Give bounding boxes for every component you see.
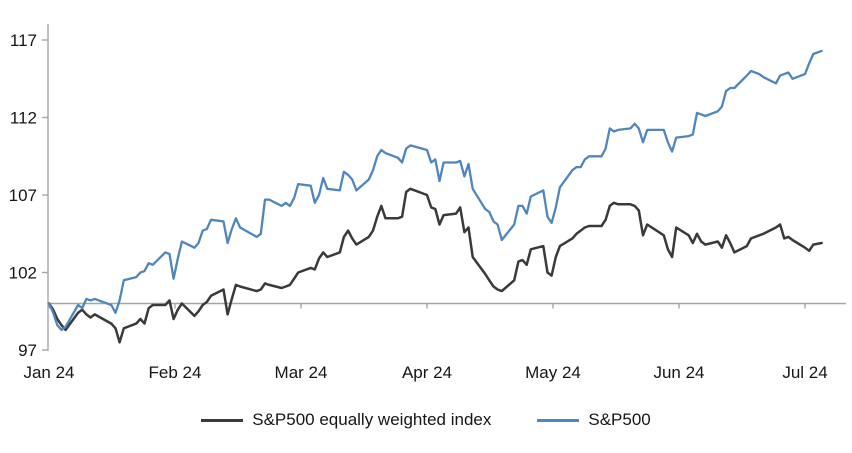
- x-tick-label: May 24: [525, 363, 581, 382]
- y-tick-label: 107: [9, 186, 37, 205]
- y-tick-label: 117: [10, 31, 37, 50]
- legend-label-sp500: S&P500: [588, 410, 651, 429]
- x-tick-label: Jan 24: [23, 363, 74, 382]
- x-tick-label: Feb 24: [149, 363, 202, 382]
- x-tick-label: Jun 24: [653, 363, 704, 382]
- x-tick-label: Jul 24: [782, 363, 827, 382]
- y-tick-label: 112: [10, 109, 37, 128]
- equal-weight-series-line: [47, 187, 823, 344]
- legend-label-equal-weight: S&P500 equally weighted index: [252, 410, 492, 429]
- equal-weight-line-swatch: [201, 418, 244, 422]
- sp500-line-swatch: [537, 418, 580, 422]
- x-tick-label: Mar 24: [275, 363, 328, 382]
- y-tick-label: 102: [9, 264, 37, 283]
- legend-item-equal-weight: S&P500 equally weighted index: [201, 410, 491, 430]
- legend-item-sp500: S&P500: [537, 410, 651, 430]
- chart-legend: S&P500 equally weighted index S&P500: [0, 410, 852, 430]
- sp500-series-line: [47, 49, 823, 332]
- x-tick-label: Apr 24: [402, 363, 452, 382]
- y-tick-label: 97: [18, 341, 37, 360]
